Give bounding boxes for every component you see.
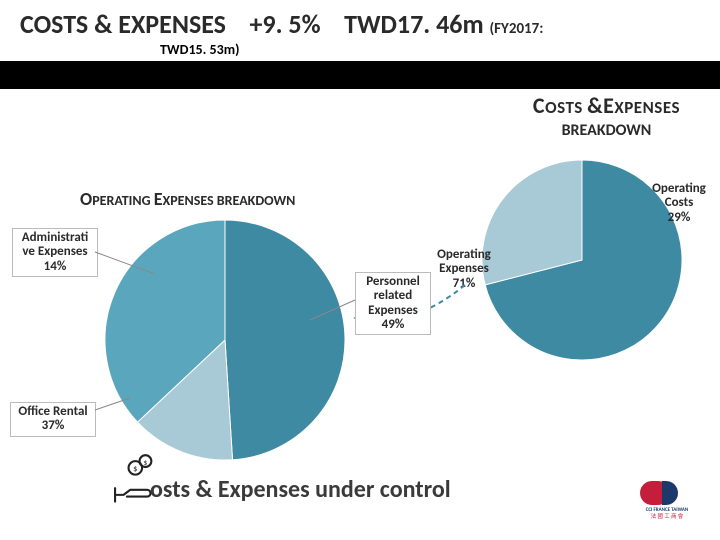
leader-admin — [95, 252, 175, 282]
t: PERATING — [92, 192, 154, 209]
cci-logo: CCI FRANCE TAIWAN 法 國 工 商 會 — [632, 477, 702, 526]
leader-office — [95, 398, 145, 428]
t: E — [154, 188, 163, 210]
right-section-sub: BREAKDOWN — [533, 121, 680, 140]
label-op-costs: OperatingCosts29% — [646, 182, 712, 225]
value-prev: TWD15. 53m) — [160, 41, 239, 58]
t: OSTS — [545, 97, 587, 118]
header-title: COSTS & EXPENSES +9. 5% TWD17. 46m (FY20… — [20, 8, 543, 40]
svg-text:$: $ — [133, 464, 137, 474]
label-office: Office Rental37% — [10, 402, 96, 437]
header-black-bar — [0, 61, 720, 89]
t: Administrative Expenses14% — [22, 230, 89, 274]
leader-personnel — [310, 300, 360, 330]
label-personnel: PersonnelrelatedExpenses49% — [355, 272, 431, 335]
change-pct: +9. 5% — [249, 8, 320, 40]
header: COSTS & EXPENSES +9. 5% TWD17. 46m (FY20… — [0, 0, 720, 89]
pie-slice — [225, 220, 345, 460]
svg-text:法 國 工 商 會: 法 國 工 商 會 — [651, 512, 684, 520]
t: Office Rental37% — [18, 404, 87, 433]
header-white-bar: COSTS & EXPENSES +9. 5% TWD17. 46m (FY20… — [0, 0, 720, 61]
t: PersonnelrelatedExpenses49% — [366, 274, 420, 332]
t: &E — [587, 92, 614, 119]
fy-label-inline: (FY2017: — [490, 20, 544, 38]
t: O — [80, 188, 92, 210]
left-section-title: OPERATING EXPENSES BREAKDOWN — [80, 188, 295, 210]
value-current: TWD17. 46m — [344, 8, 484, 40]
t: XPENSES — [614, 97, 680, 118]
t: XPENSES BREAKDOWN — [163, 192, 296, 209]
title-main: COSTS & EXPENSES — [20, 8, 226, 40]
svg-text:$: $ — [144, 459, 148, 468]
footer-text: osts & Expenses under control — [150, 475, 451, 504]
svg-text:CCI FRANCE TAIWAN: CCI FRANCE TAIWAN — [646, 507, 688, 513]
label-admin: Administrative Expenses14% — [12, 228, 98, 277]
t: OperatingCosts29% — [652, 181, 706, 225]
right-section-title: COSTS &EXPENSES BREAKDOWN — [533, 92, 680, 140]
t: osts & Expenses under control — [150, 475, 451, 504]
t: C — [533, 92, 545, 119]
